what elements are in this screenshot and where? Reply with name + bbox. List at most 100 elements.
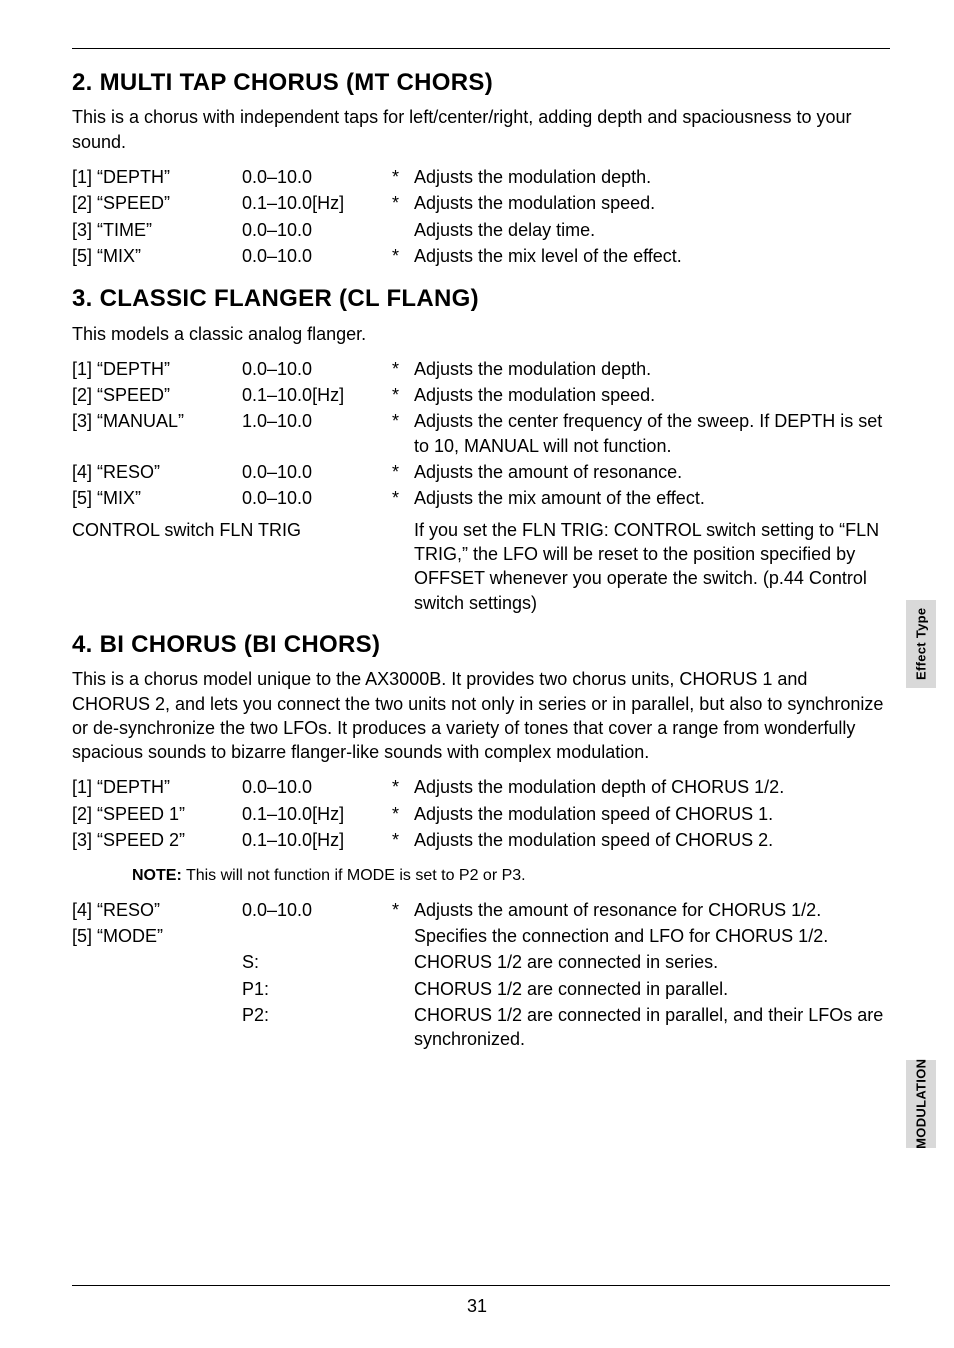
param-desc: Adjusts the center frequency of the swee… [414, 408, 890, 459]
param-label: [1] “DEPTH” [72, 356, 242, 382]
param-desc: Adjusts the mix level of the effect. [414, 243, 890, 269]
param-range: 0.0–10.0 [242, 356, 392, 382]
param-range: 0.0–10.0 [242, 243, 392, 269]
param-star [392, 923, 414, 949]
param-star [392, 1002, 414, 1053]
param-table-4a: [1] “DEPTH” 0.0–10.0 * Adjusts the modul… [72, 774, 890, 853]
param-desc: If you set the FLN TRIG: CONTROL switch … [414, 518, 890, 615]
param-table-4b: [4] “RESO” 0.0–10.0 * Adjusts the amount… [72, 897, 890, 1053]
param-range: P1: [242, 976, 392, 1002]
side-tab-modulation: MODULATION [906, 1060, 936, 1148]
param-range: 0.0–10.0 [242, 459, 392, 485]
param-range: 0.1–10.0[Hz] [242, 827, 392, 853]
param-desc: Adjusts the modulation speed of CHORUS 2… [414, 827, 890, 853]
param-label: [3] “SPEED 2” [72, 827, 242, 853]
param-desc: CHORUS 1/2 are connected in parallel, an… [414, 1002, 890, 1053]
param-row: [5] “MODE” Specifies the connection and … [72, 923, 890, 949]
section-intro-2: This is a chorus with independent taps f… [72, 105, 890, 154]
param-row: [4] “RESO” 0.0–10.0 * Adjusts the amount… [72, 459, 890, 485]
param-range: 0.0–10.0 [242, 774, 392, 800]
param-label: [3] “TIME” [72, 217, 242, 243]
param-row: P2: CHORUS 1/2 are connected in parallel… [72, 1002, 890, 1053]
param-label: [2] “SPEED” [72, 190, 242, 216]
param-row: [2] “SPEED” 0.1–10.0[Hz] * Adjusts the m… [72, 382, 890, 408]
param-label [72, 949, 242, 975]
param-desc: Adjusts the modulation depth of CHORUS 1… [414, 774, 890, 800]
param-star: * [392, 382, 414, 408]
param-row: [3] “SPEED 2” 0.1–10.0[Hz] * Adjusts the… [72, 827, 890, 853]
param-star: * [392, 190, 414, 216]
page: 2. MULTI TAP CHORUS (MT CHORS) This is a… [0, 0, 954, 1348]
section-title-2: 2. MULTI TAP CHORUS (MT CHORS) [72, 67, 890, 99]
param-desc: Adjusts the amount of resonance. [414, 459, 890, 485]
param-label: [1] “DEPTH” [72, 774, 242, 800]
param-label: [4] “RESO” [72, 459, 242, 485]
param-desc: CHORUS 1/2 are connected in series. [414, 949, 890, 975]
param-star: * [392, 164, 414, 190]
param-star [392, 976, 414, 1002]
param-range [242, 923, 392, 949]
param-label: [3] “MANUAL” [72, 408, 242, 459]
param-table-3: [1] “DEPTH” 0.0–10.0 * Adjusts the modul… [72, 356, 890, 512]
param-row: [2] “SPEED” 0.1–10.0[Hz] * Adjusts the m… [72, 190, 890, 216]
param-range: 1.0–10.0 [242, 408, 392, 459]
param-table-2: [1] “DEPTH” 0.0–10.0 * Adjusts the modul… [72, 164, 890, 269]
page-number: 31 [0, 1294, 954, 1318]
param-range: 0.0–10.0 [242, 164, 392, 190]
param-label: [4] “RESO” [72, 897, 242, 923]
param-row: [5] “MIX” 0.0–10.0 * Adjusts the mix amo… [72, 485, 890, 511]
param-star: * [392, 801, 414, 827]
param-desc: Adjusts the modulation speed. [414, 382, 890, 408]
param-star: * [392, 485, 414, 511]
param-star: * [392, 408, 414, 459]
param-range: 0.0–10.0 [242, 217, 392, 243]
param-row: [1] “DEPTH” 0.0–10.0 * Adjusts the modul… [72, 356, 890, 382]
param-desc: Adjusts the mix amount of the effect. [414, 485, 890, 511]
note-line: NOTE: This will not function if MODE is … [132, 865, 890, 887]
note-label: NOTE: [132, 867, 182, 884]
param-range: 0.0–10.0 [242, 485, 392, 511]
param-desc: Adjusts the amount of resonance for CHOR… [414, 897, 890, 923]
param-label [72, 976, 242, 1002]
param-desc: Specifies the connection and LFO for CHO… [414, 923, 890, 949]
param-row: [1] “DEPTH” 0.0–10.0 * Adjusts the modul… [72, 774, 890, 800]
param-label: [5] “MIX” [72, 243, 242, 269]
param-range: 0.1–10.0[Hz] [242, 190, 392, 216]
param-star [392, 217, 414, 243]
param-row: [4] “RESO” 0.0–10.0 * Adjusts the amount… [72, 897, 890, 923]
param-range: P2: [242, 1002, 392, 1053]
side-tab-effect-type: Effect Type [906, 600, 936, 688]
note-text: This will not function if MODE is set to… [186, 867, 526, 884]
section-title-3: 3. CLASSIC FLANGER (CL FLANG) [72, 283, 890, 315]
param-star: * [392, 243, 414, 269]
param-desc: CHORUS 1/2 are connected in parallel. [414, 976, 890, 1002]
param-range: 0.0–10.0 [242, 897, 392, 923]
param-desc: Adjusts the modulation depth. [414, 164, 890, 190]
side-tab-label: MODULATION [912, 1059, 930, 1149]
param-desc: Adjusts the modulation speed. [414, 190, 890, 216]
section-intro-4: This is a chorus model unique to the AX3… [72, 667, 890, 764]
param-desc: Adjusts the modulation depth. [414, 356, 890, 382]
footer-rule [72, 1285, 890, 1286]
param-label: [2] “SPEED” [72, 382, 242, 408]
param-row: [1] “DEPTH” 0.0–10.0 * Adjusts the modul… [72, 164, 890, 190]
param-label: [5] “MODE” [72, 923, 242, 949]
top-rule [72, 48, 890, 49]
param-desc: Adjusts the delay time. [414, 217, 890, 243]
param-star [392, 949, 414, 975]
param-range: 0.1–10.0[Hz] [242, 382, 392, 408]
param-row: [5] “MIX” 0.0–10.0 * Adjusts the mix lev… [72, 243, 890, 269]
section-title-4: 4. BI CHORUS (BI CHORS) [72, 629, 890, 661]
param-label: [2] “SPEED 1” [72, 801, 242, 827]
footer: 31 [0, 1285, 954, 1318]
param-row: [3] “MANUAL” 1.0–10.0 * Adjusts the cent… [72, 408, 890, 459]
side-tab-label: Effect Type [912, 608, 930, 680]
param-star: * [392, 897, 414, 923]
param-label: [1] “DEPTH” [72, 164, 242, 190]
param-star: * [392, 774, 414, 800]
param-desc: Adjusts the modulation speed of CHORUS 1… [414, 801, 890, 827]
param-row: P1: CHORUS 1/2 are connected in parallel… [72, 976, 890, 1002]
param-label [72, 1002, 242, 1053]
param-star: * [392, 356, 414, 382]
param-star: * [392, 459, 414, 485]
